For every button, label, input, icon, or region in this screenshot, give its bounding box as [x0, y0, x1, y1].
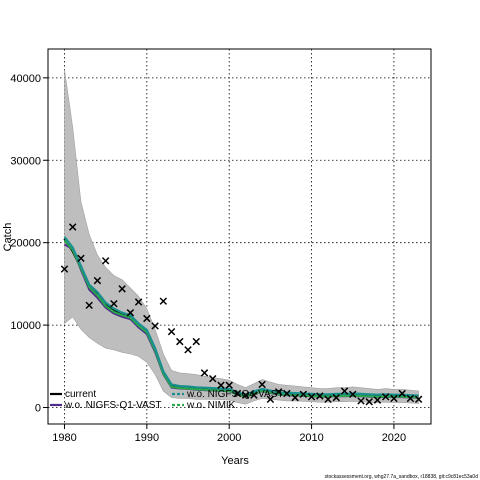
footer-watermark: stockassessment.org, whg27.7a_sandbox, r…: [325, 474, 479, 480]
observed-point: [209, 374, 217, 383]
observed-point: [167, 327, 176, 336]
x-axis: 1980 1990 2000 2010 2020: [52, 424, 406, 444]
observed-point: [85, 301, 93, 310]
legend: current w.o. NIGFS-Q4-VAST w.o. NIGFS-Q1-V…: [50, 389, 284, 411]
observed-point: [77, 254, 85, 263]
y-tick-label: 30000: [10, 155, 41, 167]
observed-point: [340, 387, 349, 395]
grid-lines: [48, 49, 431, 424]
plot-frame: [47, 48, 432, 425]
observed-point: [134, 298, 143, 306]
x-axis-title: Years: [221, 455, 249, 467]
observed-point: [390, 394, 398, 403]
observed-point: [217, 381, 225, 389]
observed-point: [241, 391, 250, 399]
observed-point: [332, 393, 341, 402]
observed-point: [381, 393, 390, 401]
observed-point: [324, 395, 332, 404]
observed-point: [266, 395, 275, 404]
observed-points-group: [60, 223, 423, 406]
observed-point: [93, 276, 102, 285]
observed-point: [118, 285, 126, 293]
observed-point: [274, 388, 283, 396]
observed-point: [151, 322, 159, 330]
observed-point: [101, 257, 110, 265]
observed-point: [110, 299, 118, 308]
series-line-wo-nimik: [63, 239, 419, 399]
legend-item: w.o. NIMIK: [172, 400, 236, 411]
legend-label: w.o. NIGFS-Q4-VAST: [186, 389, 284, 400]
y-axis-title: Catch: [2, 223, 14, 252]
legend-label: current: [65, 389, 96, 400]
observed-point: [299, 390, 308, 399]
confidence-band-group: [64, 69, 419, 405]
observed-point: [414, 395, 423, 404]
x-tick-label: 2020: [382, 432, 406, 444]
observed-point: [357, 397, 365, 405]
observed-point: [60, 265, 69, 273]
observed-point: [192, 337, 200, 346]
observed-point: [307, 393, 316, 401]
y-tick-label: 20000: [10, 238, 41, 250]
observed-point: [258, 380, 266, 389]
observed-point: [250, 391, 258, 399]
series-lines-group: [63, 236, 419, 399]
x-tick-label: 2000: [217, 432, 241, 444]
y-tick-label: 40000: [10, 73, 41, 85]
observed-point: [176, 337, 184, 346]
observed-point: [283, 389, 291, 398]
observed-point: [200, 369, 209, 377]
observed-point: [291, 393, 299, 402]
observed-point: [159, 297, 168, 305]
observed-point: [406, 394, 415, 403]
observed-point: [316, 392, 324, 400]
legend-label: w.o. NIGFS-Q1-VAST: [64, 400, 162, 411]
observed-point: [225, 381, 233, 389]
legend-item: w.o. NIGFS-Q1-VAST: [50, 400, 162, 411]
observed-point: [365, 398, 373, 406]
x-tick-label: 1980: [52, 432, 76, 444]
legend-item: w.o. NIGFS-Q4-VAST: [172, 389, 284, 400]
observed-point: [143, 314, 151, 323]
legend-item: current: [50, 389, 96, 400]
y-tick-label: 0: [35, 403, 41, 415]
observed-point: [68, 223, 77, 231]
observed-point: [349, 390, 357, 399]
observed-point: [373, 396, 382, 404]
observed-point: [126, 309, 135, 317]
confidence-band: [64, 69, 419, 405]
y-axis: 0 10000 20000 30000 40000: [10, 73, 48, 415]
legend-label: w.o. NIMIK: [186, 400, 236, 411]
observed-point: [184, 346, 192, 354]
observed-point: [398, 389, 406, 398]
series-line-wo-nigfs-q4-vast: [63, 236, 419, 397]
x-tick-label: 1990: [135, 432, 159, 444]
x-tick-label: 2010: [299, 432, 323, 444]
y-tick-label: 10000: [10, 320, 41, 332]
observed-point: [233, 389, 242, 398]
